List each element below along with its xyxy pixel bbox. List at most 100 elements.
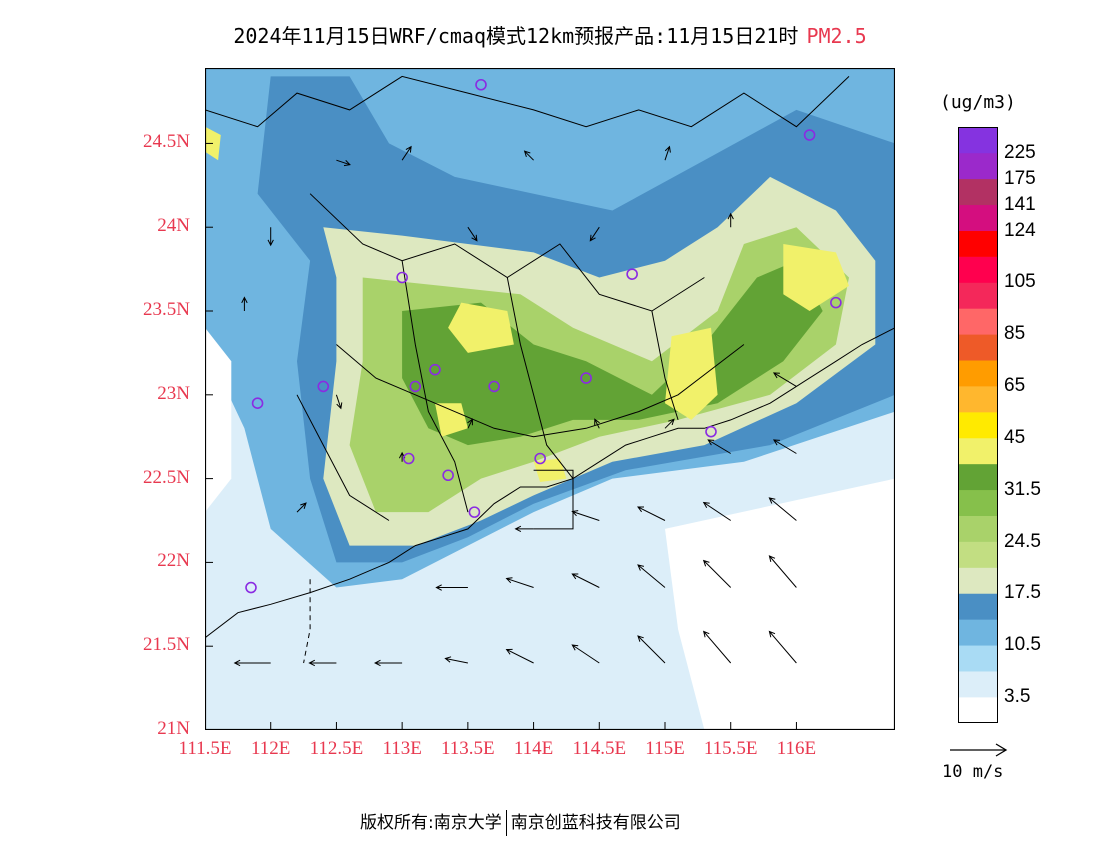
colorbar-segment	[958, 489, 998, 516]
wind-arrow	[241, 296, 248, 311]
wind-arrow	[637, 564, 666, 588]
monitoring-station-marker	[317, 380, 330, 393]
monitoring-station-marker	[251, 397, 264, 409]
longitude-label: 113E	[382, 738, 422, 759]
monitoring-station-marker	[488, 380, 500, 393]
field-level-11-a	[448, 302, 514, 353]
field-level-0-west	[205, 327, 232, 513]
colorbar-label: 17.5	[1004, 582, 1041, 604]
colorbar-segment	[958, 127, 998, 154]
longitude-label: 116E	[776, 738, 817, 759]
wind-arrow	[467, 418, 473, 429]
monitoring-station-marker	[409, 380, 422, 393]
colorbar-label: 31.5	[1004, 478, 1041, 500]
colorbar-label: 65	[1004, 375, 1026, 397]
colorbar-label: 225	[1004, 141, 1036, 163]
wind-arrow	[514, 525, 534, 533]
longitude-label: 115E	[645, 738, 685, 759]
wind-arrow	[373, 659, 403, 667]
wind-arrow	[308, 659, 337, 667]
colorbar-segment	[958, 256, 998, 283]
monitoring-station-marker	[830, 296, 842, 309]
latitude-label: 23.5N	[143, 299, 190, 320]
colorbar-segment	[958, 152, 998, 180]
colorbar-label: 3.5	[1004, 686, 1031, 708]
wind-arrow	[702, 630, 732, 664]
field-level-11-c	[783, 244, 849, 311]
monitoring-station-marker	[402, 452, 415, 465]
map-title: 2024年11月15日WRF/cmaq模式12km预报产品:11月15日21时 P…	[0, 20, 1100, 49]
colorbar-segment	[958, 412, 998, 439]
colorbar-segment	[958, 334, 998, 361]
colorbar-label: 24.5	[1004, 530, 1041, 552]
border-5	[296, 394, 390, 521]
wind-arrow	[768, 497, 797, 521]
wind-arrow	[336, 159, 351, 167]
colorbar-segment	[958, 178, 998, 206]
wind-arrow	[523, 150, 534, 161]
wind-arrow	[571, 573, 600, 588]
latitude-label: 22.5N	[143, 466, 190, 488]
longitude-label: 112E	[251, 738, 291, 759]
copyright-footer: 版权所有:南京大学 南京创蓝科技有限公司	[360, 808, 681, 836]
border-2	[401, 260, 469, 513]
border-4	[336, 344, 745, 438]
wind-arrow	[637, 506, 666, 521]
wind-arrow	[296, 502, 307, 513]
wind-arrow	[467, 226, 478, 242]
wind-arrow	[772, 439, 797, 454]
hk-box	[533, 469, 574, 530]
dashed-boundary	[303, 579, 311, 664]
colorbar-label: 105	[1004, 271, 1036, 293]
wind-vectors	[233, 145, 797, 667]
colorbar-segment	[958, 567, 998, 594]
wind-arrow	[702, 501, 731, 521]
monitoring-station-marker	[429, 363, 441, 376]
footer-separator	[505, 810, 507, 836]
latitude-label: 24N	[157, 215, 190, 237]
title-main: 2024年11月15日WRF/cmaq模式12km预报产品:11月15日21时	[233, 24, 799, 48]
wind-arrow	[768, 555, 797, 588]
wind-arrow	[335, 394, 343, 410]
colorbar-segment	[958, 282, 998, 309]
wind-arrow	[505, 648, 534, 664]
vector-reference-label: 10 m/s	[942, 762, 1004, 782]
colorbar-segment	[958, 593, 998, 620]
colorbar	[958, 127, 998, 723]
longitude-label: 112.5E	[309, 738, 364, 759]
title-species: PM2.5	[806, 24, 867, 48]
wind-arrow	[664, 418, 675, 429]
footer-right: 南京创蓝科技有限公司	[510, 813, 681, 833]
monitoring-station-marker	[626, 268, 638, 280]
colorbar-label: 10.5	[1004, 634, 1041, 656]
longitude-label: 115.5E	[703, 738, 758, 759]
monitoring-station-marker	[534, 452, 546, 465]
wind-arrow	[664, 145, 671, 161]
coastline	[205, 327, 895, 639]
latitude-label: 23N	[157, 382, 190, 404]
colorbar-segment	[958, 360, 998, 387]
colorbar-segment	[958, 386, 998, 413]
wind-arrow	[589, 226, 600, 242]
wind-arrow	[637, 635, 666, 664]
colorbar-frame	[958, 127, 998, 723]
wind-arrow	[435, 584, 468, 591]
wind-arrow	[571, 510, 600, 521]
colorbar-segment	[958, 697, 998, 723]
monitoring-station-marker	[468, 506, 481, 518]
colorbar-segment	[958, 437, 998, 465]
colorbar-segment	[958, 463, 998, 491]
monitoring-station-marker	[705, 425, 717, 438]
colorbar-segment	[958, 645, 998, 672]
monitoring-station-marker	[442, 469, 454, 482]
monitoring-station-marker	[245, 581, 257, 594]
colorbar-label: 124	[1004, 219, 1036, 241]
wind-arrow	[444, 656, 468, 664]
colorbar-label: 141	[1004, 193, 1036, 215]
colorbar-segment	[958, 515, 998, 542]
monitoring-station-marker	[396, 271, 408, 284]
longitude-label: 114E	[513, 738, 554, 759]
latitude-label: 21.5N	[143, 634, 190, 656]
monitoring-station-marker	[475, 78, 487, 91]
colorbar-unit: (ug/m3)	[940, 92, 1016, 113]
